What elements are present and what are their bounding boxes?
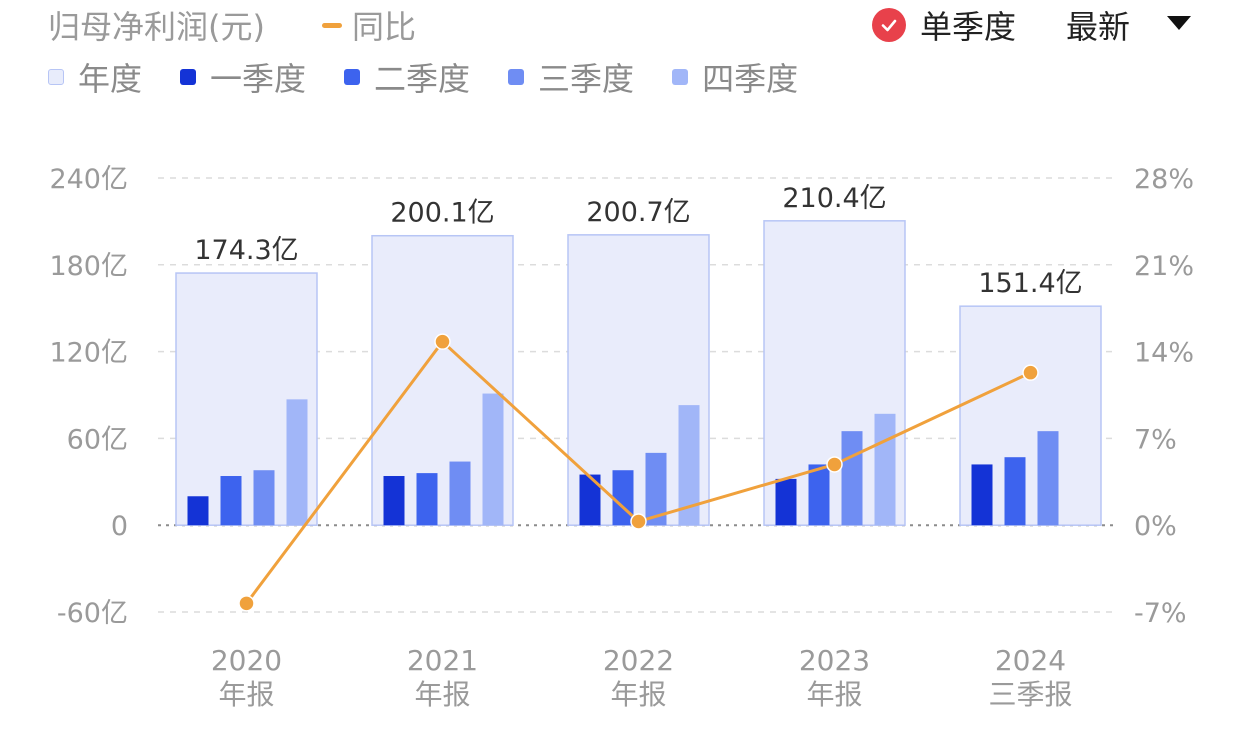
quarter-bar-q4 — [286, 399, 308, 526]
legend-item-q3[interactable]: 三季度 — [508, 54, 634, 100]
x-tick-period: 年报 — [806, 678, 862, 711]
legend-label-q1: 一季度 — [210, 60, 307, 98]
y-right-tick-label: 0% — [1134, 511, 1177, 542]
y-left-tick-label: -60亿 — [57, 598, 128, 629]
toggle-label: 单季度 — [920, 8, 1017, 46]
quarter-bar-q1 — [775, 478, 797, 526]
quarter-bar-q3 — [449, 461, 471, 526]
quarter-bar-q3 — [1037, 431, 1059, 526]
yoy-point — [434, 333, 451, 350]
y-right-tick-label: -7% — [1134, 598, 1187, 629]
annual-value-label: 200.1亿 — [390, 198, 494, 229]
x-tick-year: 2024 — [995, 644, 1066, 677]
quarter-bar-q3 — [841, 431, 863, 526]
quarter-bar-q1 — [579, 474, 601, 526]
yoy-point — [630, 513, 647, 530]
y-right-tick-label: 21% — [1134, 251, 1194, 282]
annual-value-label: 151.4亿 — [978, 268, 1082, 299]
legend-item-annual[interactable]: 年度 — [48, 54, 142, 100]
y-left-tick-label: 0 — [111, 511, 128, 542]
legend-swatch-q2 — [344, 69, 361, 85]
yoy-legend: 同比 — [322, 2, 416, 48]
quarter-bar-q2 — [416, 473, 438, 526]
legend-item-q2[interactable]: 二季度 — [344, 54, 470, 100]
quarter-bar-q4 — [482, 393, 504, 526]
legend-swatch-q4 — [672, 69, 689, 85]
yoy-point — [238, 595, 255, 612]
legend-item-q1[interactable]: 一季度 — [180, 54, 306, 100]
quarter-bar-q2 — [1004, 457, 1026, 526]
y-right-tick-label: 7% — [1134, 424, 1177, 455]
y-right-tick-label: 14% — [1134, 338, 1194, 369]
chart-header: 归母净利润(元) 同比 单季度 最新 年度 一季度 二季度 三季度 — [0, 0, 1242, 110]
x-tick-period: 三季报 — [988, 678, 1072, 711]
x-tick-period: 年报 — [218, 678, 274, 711]
x-tick-period: 年报 — [414, 678, 470, 711]
single-quarter-toggle[interactable]: 单季度 — [872, 2, 1016, 48]
quarter-bar-q2 — [808, 464, 830, 526]
caret-down-icon — [1166, 15, 1192, 35]
yoy-line-swatch — [322, 22, 342, 28]
legend-label-q3: 三季度 — [538, 60, 635, 98]
quarter-bar-q3 — [645, 452, 667, 526]
quarter-bar-q1 — [971, 464, 993, 526]
annual-value-label: 210.4亿 — [782, 183, 886, 214]
y-left-tick-label: 180亿 — [49, 251, 128, 282]
period-dropdown[interactable]: 最新 — [1066, 2, 1192, 48]
yoy-point — [1022, 364, 1039, 381]
y-right-tick-label: 28% — [1134, 164, 1194, 195]
x-tick-year: 2020 — [211, 644, 282, 677]
quarter-bar-q4 — [874, 413, 896, 526]
check-icon — [872, 8, 906, 42]
legend-swatch-q3 — [508, 69, 525, 85]
annual-value-label: 174.3亿 — [194, 235, 298, 266]
quarter-bar-q1 — [383, 476, 405, 526]
legend-label-annual: 年度 — [78, 60, 143, 98]
legend-label-q2: 二季度 — [374, 60, 471, 98]
x-tick-year: 2022 — [603, 644, 674, 677]
quarter-bar-q4 — [678, 405, 700, 526]
x-tick-year: 2021 — [407, 644, 478, 677]
series-legend: 年度 一季度 二季度 三季度 四季度 — [48, 54, 836, 100]
legend-item-q4[interactable]: 四季度 — [672, 54, 798, 100]
dropdown-label: 最新 — [1066, 8, 1131, 46]
y-left-tick-label: 240亿 — [49, 164, 128, 195]
y-left-tick-label: 60亿 — [67, 424, 128, 455]
x-tick-period: 年报 — [610, 678, 666, 711]
annual-value-label: 200.7亿 — [586, 197, 690, 228]
legend-swatch-q1 — [180, 69, 197, 85]
x-tick-year: 2023 — [799, 644, 870, 677]
legend-swatch-annual — [48, 69, 64, 85]
chart-title: 归母净利润(元) — [48, 8, 265, 46]
y-left-tick-label: 120亿 — [49, 338, 128, 369]
quarter-bar-q1 — [187, 496, 209, 526]
quarter-bar-q2 — [220, 476, 242, 526]
quarter-bar-q3 — [253, 470, 275, 526]
yoy-point — [826, 456, 843, 473]
quarter-bar-q2 — [612, 470, 634, 526]
legend-label-q4: 四季度 — [702, 60, 799, 98]
yoy-legend-label: 同比 — [352, 8, 417, 46]
